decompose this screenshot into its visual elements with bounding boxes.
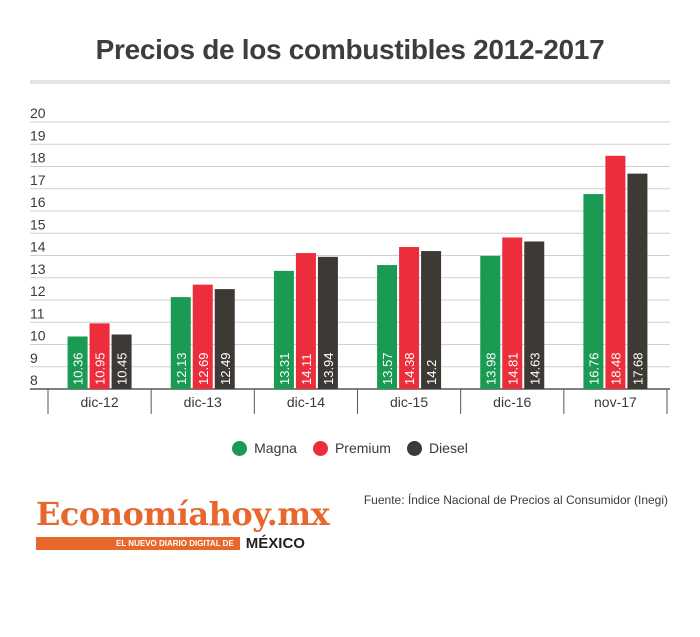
x-tick-label: dic-12: [81, 394, 119, 410]
x-tick-label: dic-15: [390, 394, 428, 410]
bar: [192, 284, 213, 389]
legend-item-magna: Magna: [232, 440, 297, 456]
legend-label-diesel: Diesel: [428, 440, 468, 456]
data-label: 14.81: [505, 352, 520, 385]
bar: [627, 173, 648, 389]
data-label: 10.36: [71, 352, 86, 385]
y-tick-label: 15: [30, 216, 46, 232]
data-label: 12.69: [196, 352, 211, 385]
data-label: 14.11: [299, 353, 314, 385]
data-label: 13.31: [277, 352, 292, 385]
y-tick-label: 12: [30, 283, 46, 299]
y-tick-label: 16: [30, 194, 46, 210]
title-divider: [30, 80, 670, 84]
bar: [67, 336, 88, 389]
y-tick-label: 20: [30, 105, 46, 121]
source-note: Fuente: Índice Nacional de Precios al Co…: [363, 493, 668, 507]
data-label: 14.38: [402, 352, 417, 385]
legend-label-magna: Magna: [254, 440, 297, 456]
logo-tagline-strip: EL NUEVO DIARIO DIGITAL DE MÉXICO: [36, 535, 328, 552]
bar: [170, 297, 191, 389]
data-label: 17.68: [630, 352, 645, 385]
bar: [295, 253, 316, 389]
bar: [502, 237, 523, 389]
data-label: 13.94: [321, 352, 336, 385]
x-tick-label: dic-13: [184, 394, 222, 410]
bar: [605, 155, 626, 389]
legend-item-premium: Premium: [312, 440, 391, 456]
publisher-logo: Economíahoy.mx EL NUEVO DIARIO DIGITAL D…: [36, 495, 330, 552]
logo-country: MÉXICO: [245, 535, 305, 552]
legend-swatch-diesel: [406, 440, 422, 456]
data-label: 18.48: [608, 352, 623, 385]
data-label: 14.2: [424, 360, 439, 385]
x-tick-label: nov-17: [594, 394, 637, 410]
legend-label-premium: Premium: [334, 440, 391, 456]
bar: [524, 241, 545, 389]
bar: [273, 270, 294, 389]
bar: [399, 247, 420, 389]
bar: [583, 194, 604, 389]
chart-title: Precios de los combustibles 2012-2017: [95, 34, 605, 65]
legend-swatch-premium: [312, 440, 328, 456]
data-label: 12.13: [174, 352, 189, 385]
bar: [317, 256, 338, 389]
y-tick-label: 11: [30, 305, 45, 321]
bar: [480, 255, 501, 389]
data-label: 12.49: [218, 352, 233, 385]
bar: [421, 251, 442, 389]
x-tick-label: dic-14: [287, 394, 325, 410]
logo-wordmark: Economíahoy.mx: [36, 495, 330, 533]
logo-tagline: EL NUEVO DIARIO DIGITAL DE: [36, 537, 240, 550]
data-label: 10.45: [115, 352, 130, 385]
y-tick-label: 18: [30, 150, 46, 166]
bar: [377, 265, 398, 389]
chart-legend: Magna Premium Diesel: [0, 440, 700, 456]
bar-chart: 8 9 10 11 12 13 14 15 16 17 18 19 20 dic-12 10.36 10.95…: [30, 105, 670, 414]
data-label: 13.98: [483, 352, 498, 385]
data-label: 13.57: [380, 352, 395, 385]
y-tick-label: 14: [30, 239, 46, 255]
y-tick-label: 9: [30, 350, 38, 366]
y-tick-label: 17: [30, 172, 46, 188]
bar: [111, 334, 132, 389]
data-label: 10.95: [93, 352, 108, 385]
data-label: 16.76: [586, 352, 601, 385]
y-tick-label: 10: [30, 328, 46, 344]
y-tick-label: 8: [30, 372, 38, 388]
bar: [89, 323, 110, 389]
y-tick-label: 13: [30, 261, 46, 277]
legend-item-diesel: Diesel: [406, 440, 468, 456]
x-tick-label: dic-16: [493, 394, 531, 410]
bar: [214, 289, 235, 389]
y-tick-label: 19: [30, 127, 46, 143]
data-label: 14.63: [527, 352, 542, 385]
legend-swatch-magna: [232, 440, 248, 456]
